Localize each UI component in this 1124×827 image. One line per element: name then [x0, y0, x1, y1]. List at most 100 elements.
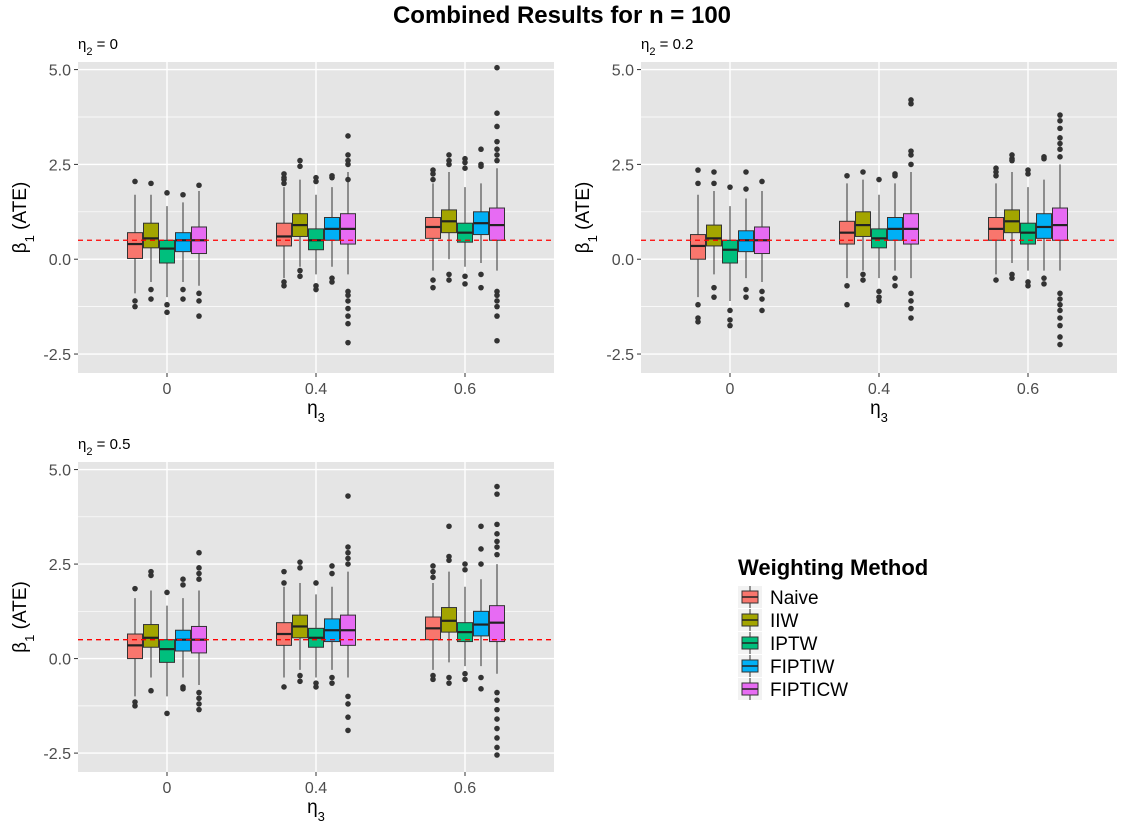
outlier-point [132, 303, 138, 310]
y-axis-title: β1 (ATE) [10, 581, 37, 653]
outlier-point [345, 176, 351, 183]
box-iiw-0 [143, 568, 159, 694]
outlier-point [345, 339, 351, 346]
panel-label: η2 = 0.5 [78, 436, 130, 458]
box-iiw-0.6 [441, 523, 457, 686]
outlier-point [759, 307, 765, 314]
figure-title: Combined Results for n = 100 [392, 2, 732, 29]
outlier-point [329, 680, 335, 686]
legend-label: FIPTICW [770, 680, 848, 701]
outlier-point [759, 296, 765, 302]
panel-label: η2 = 0.2 [641, 36, 693, 58]
outlier-point [876, 298, 882, 304]
outlier-point [478, 271, 484, 278]
outlier-point [695, 180, 701, 187]
outlier-point [908, 290, 914, 297]
outlier-point [876, 176, 882, 183]
box-fiptiw-0 [738, 169, 754, 300]
box-body [127, 232, 143, 259]
outlier-point [180, 191, 186, 198]
outlier-point [345, 701, 351, 707]
outlier-point [727, 322, 733, 329]
x-tick-label: 0.6 [454, 780, 476, 797]
outlier-point [430, 176, 436, 183]
box-fiptiw-0 [175, 576, 191, 692]
outlier-point [494, 292, 500, 299]
outlier-point [727, 317, 733, 323]
outlier-point [281, 568, 287, 575]
box-iiw-0.6 [1004, 152, 1020, 281]
box-fipticw-0.4 [340, 133, 356, 346]
outlier-point [711, 180, 717, 187]
outlier-point [494, 716, 500, 722]
outlier-point [494, 138, 500, 145]
outlier-point [462, 561, 468, 567]
outlier-point [164, 710, 170, 717]
box-iiw-0.4 [855, 169, 871, 283]
outlier-point [196, 565, 202, 571]
outlier-point [297, 565, 303, 571]
outlier-point [494, 123, 500, 130]
outlier-point [494, 706, 500, 713]
outlier-point [446, 674, 452, 681]
box-iptw-0.6 [457, 561, 473, 683]
outlier-point [711, 284, 717, 291]
outlier-point [196, 549, 202, 556]
box-fipticw-0.4 [340, 493, 356, 734]
outlier-point [196, 570, 202, 577]
outlier-point [345, 133, 351, 139]
y-tick-label: -2.5 [606, 347, 634, 364]
outlier-point [148, 687, 154, 694]
y-tick-label: 5.0 [49, 63, 71, 80]
outlier-point [462, 165, 468, 171]
box-naive-0.6 [425, 167, 441, 291]
box-body [159, 639, 175, 663]
outlier-point [345, 493, 351, 499]
outlier-point [494, 64, 500, 71]
outlier-point [430, 568, 436, 575]
outlier-point [1057, 112, 1063, 118]
outlier-point [446, 523, 452, 530]
legend-item-iptw: IPTW [738, 632, 818, 655]
outlier-point [494, 110, 500, 117]
outlier-point [180, 286, 186, 293]
box-iiw-0.4 [292, 559, 308, 685]
outlier-point [297, 163, 303, 170]
outlier-point [164, 309, 170, 316]
outlier-point [462, 566, 468, 573]
outlier-point [1057, 322, 1063, 329]
outlier-point [345, 152, 351, 158]
outlier-point [345, 292, 351, 299]
x-tick-label: 0 [726, 381, 735, 398]
legend: Weighting Method NaiveIIWIPTWFIPTIWFIPTI… [738, 555, 928, 701]
outlier-point [345, 320, 351, 327]
outlier-point [281, 684, 287, 690]
outlier-point [132, 178, 138, 185]
outlier-point [494, 697, 500, 703]
outlier-point [297, 273, 303, 280]
y-axis-title: β1 (ATE) [10, 182, 37, 254]
box-fipticw-0.6 [489, 483, 505, 758]
box-naive-0 [690, 167, 706, 325]
box-fiptiw-0.4 [887, 171, 903, 289]
outlier-point [345, 157, 351, 164]
outlier-point [196, 298, 202, 304]
x-tick-label: 0.4 [305, 780, 327, 797]
outlier-point [494, 521, 500, 528]
outlier-point [478, 674, 484, 681]
outlier-point [462, 281, 468, 287]
outlier-point [695, 318, 701, 325]
box-iptw-0 [159, 190, 175, 316]
x-axis-title: η3 [307, 797, 325, 824]
outlier-point [1057, 296, 1063, 302]
outlier-point [494, 337, 500, 344]
outlier-point [494, 531, 500, 537]
outlier-point [892, 172, 898, 179]
outlier-point [743, 169, 749, 175]
outlier-point [313, 286, 319, 293]
outlier-point [908, 298, 914, 304]
outlier-point [297, 672, 303, 679]
box-iptw-0.4 [308, 580, 324, 690]
outlier-point [494, 298, 500, 304]
